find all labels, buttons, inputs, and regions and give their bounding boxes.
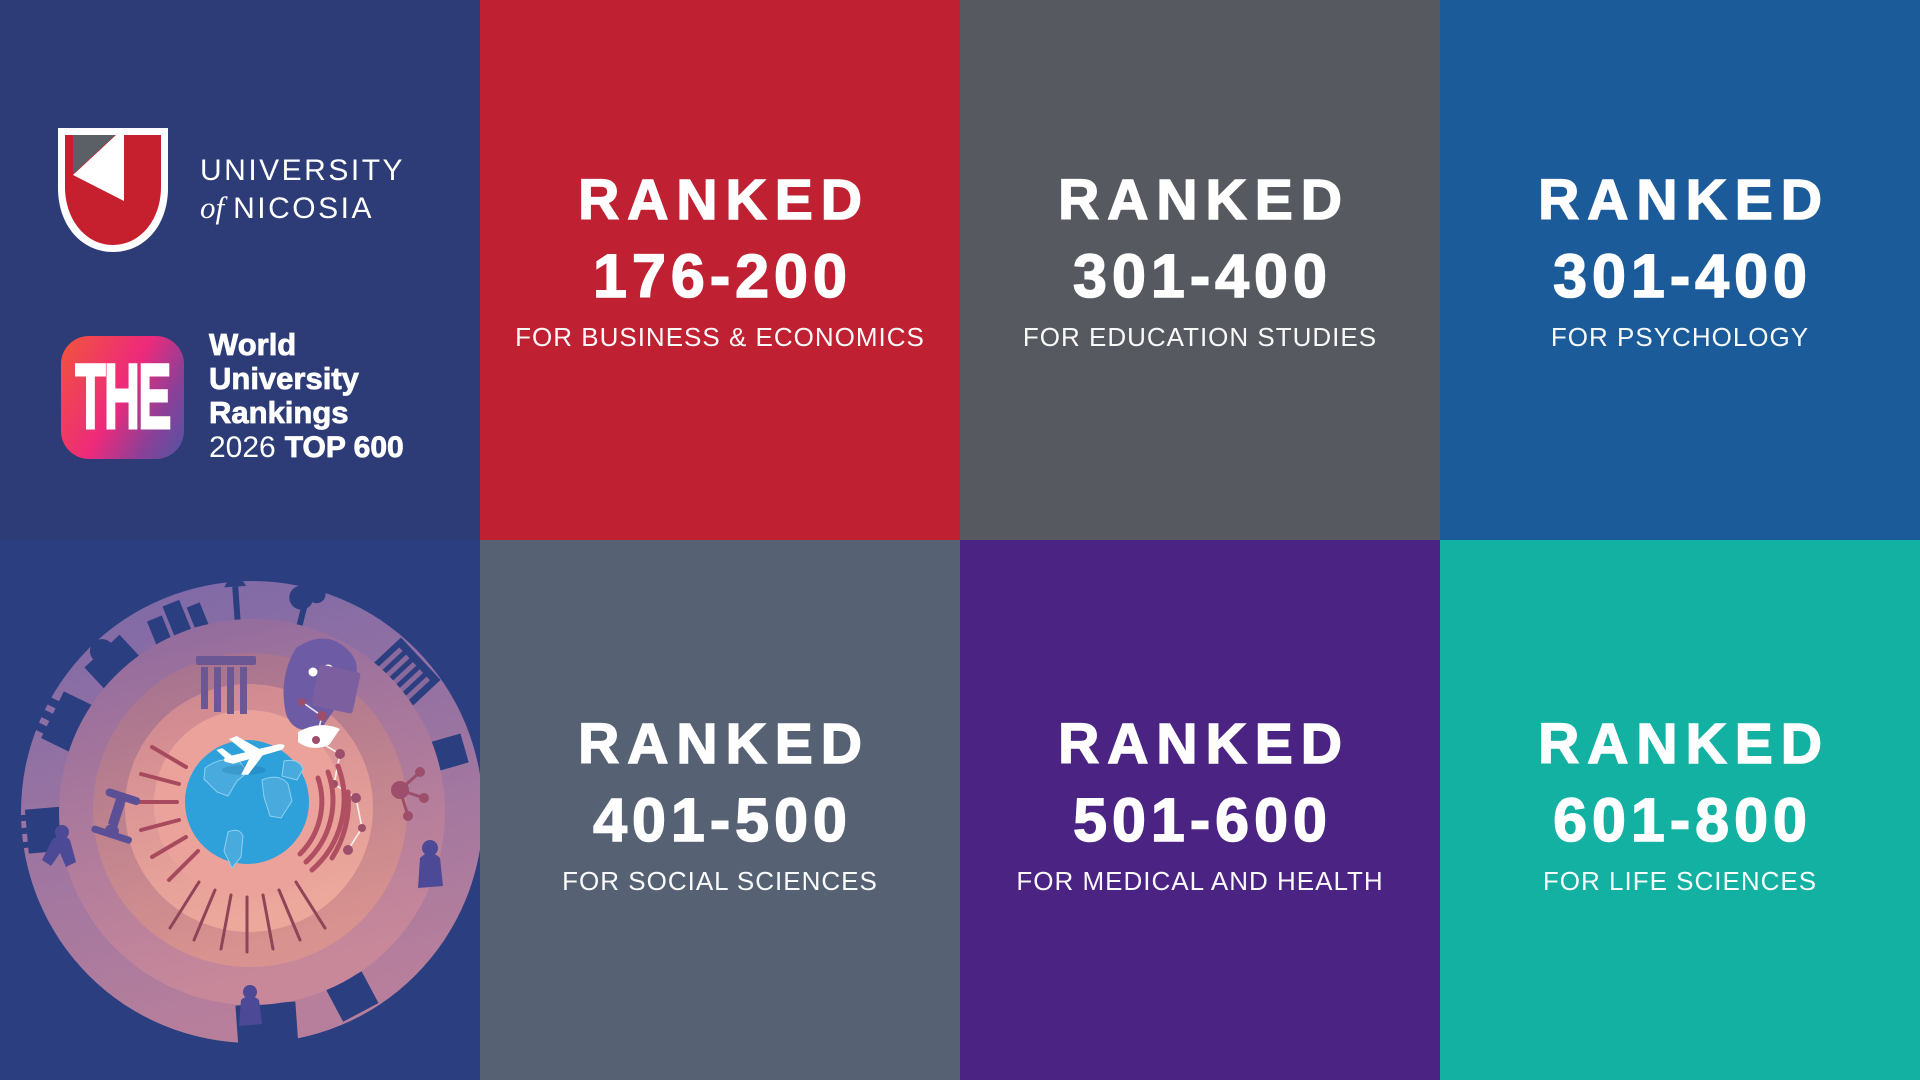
rankings-title-line3: Rankings	[209, 395, 349, 430]
ranked-heading: RANKED	[1057, 712, 1350, 776]
rank-range: 401-500	[592, 786, 852, 854]
ranked-heading: RANKED	[577, 168, 870, 232]
rank-range: 301-400	[1072, 242, 1332, 310]
rank-subject: FOR EDUCATION STUDIES	[1022, 322, 1378, 352]
rankings-title-line2: University	[209, 361, 360, 396]
rank-subject: FOR MEDICAL AND HEALTH	[1016, 866, 1384, 896]
rank-range: 176-200	[592, 242, 852, 310]
rank-range: 301-400	[1552, 242, 1812, 310]
the-badge-label: THE	[74, 346, 172, 448]
unic-shield-logo-icon	[58, 128, 168, 252]
rank-subject: FOR PSYCHOLOGY	[1550, 322, 1810, 352]
ranking-panel-business-economics: RANKED 176-200 FOR BUSINESS & ECONOMICS	[480, 0, 960, 540]
the-logo-badge-icon: THE	[61, 335, 184, 459]
ranking-panel-psychology: RANKED 301-400 FOR PSYCHOLOGY	[1440, 0, 1920, 540]
ranking-panel-medical-health: RANKED 501-600 FOR MEDICAL AND HEALTH	[960, 540, 1440, 1080]
university-name-line1: UNIVERSITY	[200, 154, 406, 188]
rank-subject: FOR BUSINESS & ECONOMICS	[515, 322, 925, 352]
ranked-heading: RANKED	[577, 712, 870, 776]
ranked-heading: RANKED	[1537, 712, 1830, 776]
rankings-year-line: 2026 TOP 600	[209, 430, 404, 466]
ranking-panel-social-sciences: RANKED 401-500 FOR SOCIAL SCIENCES	[480, 540, 960, 1080]
university-name-city: NICOSIA	[233, 192, 374, 226]
university-name-line2: of NICOSIA	[200, 190, 405, 226]
rank-range: 601-800	[1552, 786, 1812, 854]
ranking-panel-education-studies: RANKED 301-400 FOR EDUCATION STUDIES	[960, 0, 1440, 540]
ranked-heading: RANKED	[1537, 168, 1830, 232]
rankings-year: 2026	[209, 431, 276, 464]
world-education-illustration-icon	[13, 568, 480, 1056]
world-university-rankings-title: World University Rankings 2026 TOP 600	[209, 327, 405, 466]
university-name: UNIVERSITY of NICOSIA	[200, 154, 405, 225]
illustration-panel	[0, 540, 480, 1080]
university-logo-lockup: UNIVERSITY of NICOSIA	[58, 128, 405, 252]
rankings-top-badge: TOP 600	[284, 431, 404, 465]
brand-panel: UNIVERSITY of NICOSIA THE World Universi…	[0, 0, 480, 540]
rank-subject: FOR SOCIAL SCIENCES	[562, 866, 878, 896]
university-name-of: of	[200, 190, 225, 226]
the-rankings-lockup: THE World University Rankings 2026 TOP 6…	[61, 327, 405, 466]
rankings-title-line1: World	[209, 327, 297, 362]
ranked-heading: RANKED	[1057, 168, 1350, 232]
rank-subject: FOR LIFE SCIENCES	[1542, 866, 1818, 896]
rank-range: 501-600	[1072, 786, 1332, 854]
ranking-panel-life-sciences: RANKED 601-800 FOR LIFE SCIENCES	[1440, 540, 1920, 1080]
